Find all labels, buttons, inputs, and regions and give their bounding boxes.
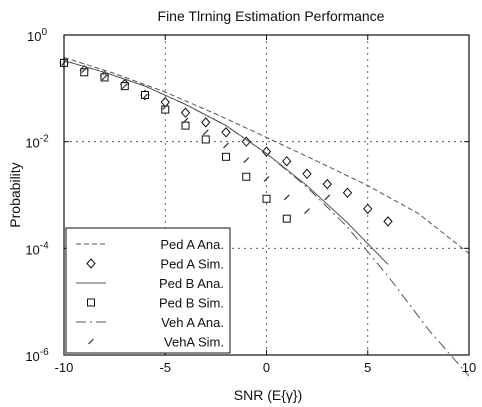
data-point: [141, 90, 149, 99]
series-4: [63, 60, 470, 377]
chart-title: Fine Tlrning Estimation Performance: [158, 8, 385, 24]
data-point: [242, 172, 251, 181]
data-point: [223, 142, 229, 149]
data-point: [241, 136, 251, 147]
data-point: [322, 178, 332, 190]
series-5: [61, 59, 331, 214]
data-point: [142, 93, 148, 100]
series-1: [59, 57, 393, 227]
series-line: [63, 60, 470, 377]
plot-area: [59, 56, 470, 377]
x-tick-label: -5: [159, 360, 171, 375]
legend-swatch: [86, 258, 96, 269]
y-axis-label: Probability: [7, 162, 23, 227]
axis-ticks: -10 -5 0 5 10 100 10-2 10-4 10-6: [25, 27, 476, 375]
data-point: [121, 83, 128, 90]
data-point: [201, 135, 210, 144]
data-point: [101, 74, 108, 81]
data-point: [81, 67, 88, 73]
x-tick-label: 5: [364, 360, 371, 375]
data-point: [162, 103, 169, 110]
data-point: [160, 96, 170, 108]
data-point: [383, 216, 393, 227]
data-point: [342, 187, 353, 199]
data-point: [263, 176, 270, 182]
data-point: [324, 194, 331, 201]
legend-swatch: [87, 298, 95, 307]
legend: Ped A Ana. Ped A Sim. Ped B Ana. Ped B Sim.…: [65, 227, 231, 354]
legend-label: VehA Sim.: [164, 335, 224, 350]
legend-swatch: [88, 338, 94, 345]
x-tick-label: -10: [55, 360, 74, 375]
data-point: [363, 203, 373, 215]
legend-label: Ped B Ana.: [159, 276, 224, 291]
series-0: [63, 56, 470, 254]
legend-label: Ped B Sim.: [159, 296, 224, 311]
data-point: [180, 107, 191, 118]
series-line: [63, 56, 470, 254]
y-tick-label: 100: [27, 27, 47, 44]
data-point: [282, 214, 291, 223]
y-tick-label: 10-6: [25, 347, 49, 364]
x-axis-label: SNR (E{γ}): [234, 387, 302, 403]
data-point: [302, 168, 312, 180]
legend-label: Ped A Ana.: [160, 237, 224, 252]
data-point: [262, 194, 271, 203]
data-point: [202, 129, 209, 136]
data-point: [261, 146, 272, 157]
data-point: [181, 121, 190, 130]
legend-box: [65, 227, 231, 354]
data-point: [201, 117, 211, 128]
data-point: [221, 127, 231, 138]
data-point: [243, 157, 250, 164]
series-3: [60, 58, 291, 223]
data-point: [304, 208, 310, 214]
data-point: [282, 155, 292, 167]
legend-label: Veh A Ana.: [161, 315, 224, 330]
y-tick-label: 10-2: [25, 134, 49, 151]
data-point: [182, 117, 189, 124]
y-tick-label: 10-4: [25, 240, 49, 257]
x-tick-label: 10: [462, 360, 476, 375]
legend-label: Ped A Sim.: [160, 257, 224, 272]
data-point: [222, 152, 230, 161]
data-point: [283, 194, 290, 201]
x-tick-label: 0: [263, 360, 270, 375]
data-point: [80, 68, 89, 77]
